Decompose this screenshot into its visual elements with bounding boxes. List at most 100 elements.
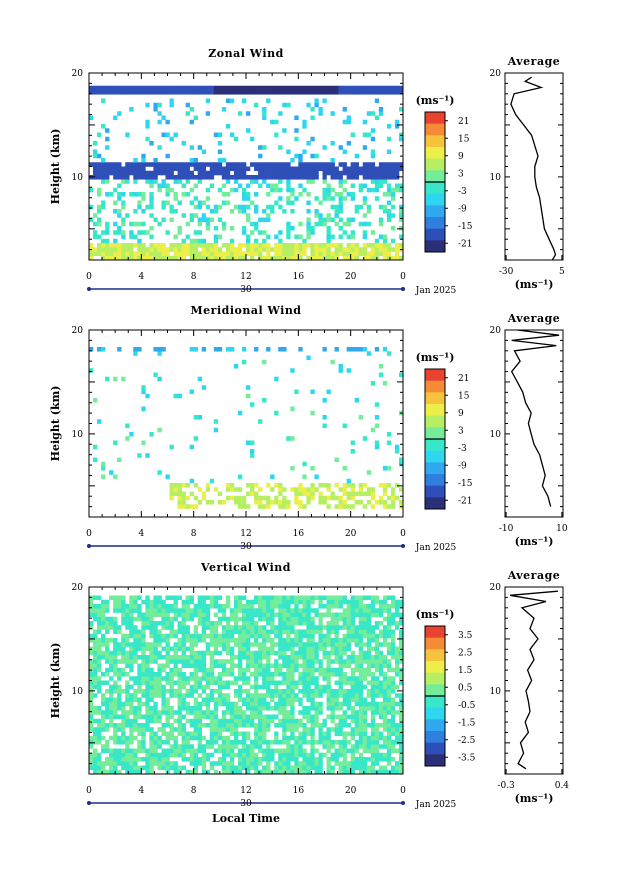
heatmap-cell — [334, 457, 339, 463]
heatmap-cell — [193, 625, 198, 630]
heatmap-cell — [241, 162, 247, 167]
heatmap-cell — [113, 642, 118, 647]
heatmap-cell — [382, 347, 388, 352]
heatmap-cell — [278, 483, 283, 488]
heatmap-cell — [398, 655, 404, 660]
heatmap-cell — [153, 676, 158, 681]
heatmap-cell — [386, 136, 392, 142]
heatmap-cell — [93, 710, 98, 715]
heatmap-cell — [113, 714, 118, 720]
heatmap-cell — [161, 633, 166, 639]
x-tick-label: 20 — [345, 529, 357, 539]
heatmap-cell — [362, 748, 368, 754]
heatmap-cell — [145, 748, 150, 754]
heatmap-cell — [213, 710, 219, 715]
heatmap-cell — [89, 347, 94, 352]
heatmap-cell — [101, 769, 106, 775]
heatmap-cell — [97, 740, 102, 745]
heatmap-cell — [294, 175, 299, 180]
heatmap-cell — [185, 706, 190, 711]
heatmap-cell — [113, 474, 118, 480]
heatmap-cell — [326, 697, 331, 703]
heatmap-cell — [165, 612, 170, 618]
heatmap-cell — [185, 599, 190, 605]
colorbar-tick-label: -3 — [458, 187, 467, 197]
heatmap-cell — [370, 744, 376, 749]
heatmap-cell — [302, 710, 307, 715]
heatmap-cell — [177, 701, 182, 707]
heatmap-cell — [338, 655, 343, 660]
heatmap-cell — [149, 629, 154, 635]
heatmap-cell — [270, 183, 275, 189]
heatmap-cell — [262, 718, 267, 724]
heatmap-cell — [233, 204, 239, 210]
heatmap-cell — [233, 693, 239, 698]
heatmap-cell — [221, 701, 227, 707]
heatmap-cell — [282, 102, 287, 108]
heatmap-cell — [117, 255, 122, 261]
heatmap-cell — [354, 757, 360, 762]
heatmap-cell — [145, 676, 150, 681]
heatmap-cell — [117, 230, 122, 235]
heatmap-cell — [201, 735, 207, 741]
heatmap-cell — [97, 608, 102, 613]
heatmap-cell — [262, 166, 267, 172]
heatmap-cell — [129, 604, 134, 609]
heatmap-cell — [185, 689, 190, 694]
colorbar-tick-label: 21 — [458, 374, 469, 384]
heatmap-cell — [306, 217, 311, 223]
heatmap-cell — [378, 693, 384, 698]
heatmap-cell — [282, 697, 287, 703]
heatmap-cell — [205, 625, 211, 630]
heatmap-cell — [258, 706, 263, 711]
heatmap-cell — [229, 757, 235, 762]
heatmap-cell — [189, 748, 194, 754]
heatmap-cell — [133, 351, 138, 356]
heatmap-cell — [358, 500, 364, 505]
heatmap-cell — [181, 727, 186, 732]
heatmap-cell — [386, 432, 392, 437]
heatmap-cell — [217, 731, 223, 737]
heatmap-cell — [105, 376, 110, 382]
heatmap-cell — [113, 663, 118, 669]
heatmap-cell — [125, 162, 130, 167]
heatmap-cell — [374, 706, 380, 711]
heatmap-cell — [101, 175, 106, 180]
heatmap-cell — [137, 731, 142, 737]
heatmap-cell — [193, 483, 198, 488]
heatmap-cell — [173, 672, 178, 677]
heatmap-cell — [137, 672, 142, 677]
heatmap-cell — [225, 90, 231, 95]
heatmap-cell — [294, 166, 299, 172]
heatmap-cell — [205, 616, 211, 622]
heatmap-cell — [105, 162, 110, 167]
heatmap-cell — [286, 710, 291, 715]
heatmap-cell — [346, 769, 351, 775]
heatmap-cell — [201, 638, 207, 643]
heatmap-cell — [93, 693, 98, 698]
heatmap-cell — [225, 621, 231, 626]
heatmap-cell — [241, 621, 247, 626]
heatmap-cell — [282, 761, 287, 766]
heatmap-cell — [382, 676, 388, 681]
heatmap-cell — [322, 217, 327, 223]
heatmap-cell — [217, 251, 223, 257]
heatmap-cell — [246, 629, 251, 635]
heatmap-cell — [153, 689, 158, 694]
heatmap-cell — [193, 204, 198, 210]
heatmap-cell — [322, 187, 327, 193]
heatmap-cell — [193, 710, 198, 715]
heatmap-cell — [290, 735, 295, 741]
heatmap-cell — [358, 676, 364, 681]
heatmap-cell — [302, 149, 307, 155]
heatmap-cell — [390, 213, 396, 218]
heatmap-cell — [233, 642, 239, 647]
heatmap-cell — [330, 491, 335, 497]
heatmap-cell — [173, 85, 178, 91]
heatmap-cell — [294, 255, 299, 261]
heatmap-cell — [274, 376, 279, 382]
heatmap-cell — [137, 769, 142, 775]
heatmap-cell — [298, 491, 303, 497]
heatmap-cell — [390, 680, 396, 686]
heatmap-cell — [334, 90, 339, 95]
